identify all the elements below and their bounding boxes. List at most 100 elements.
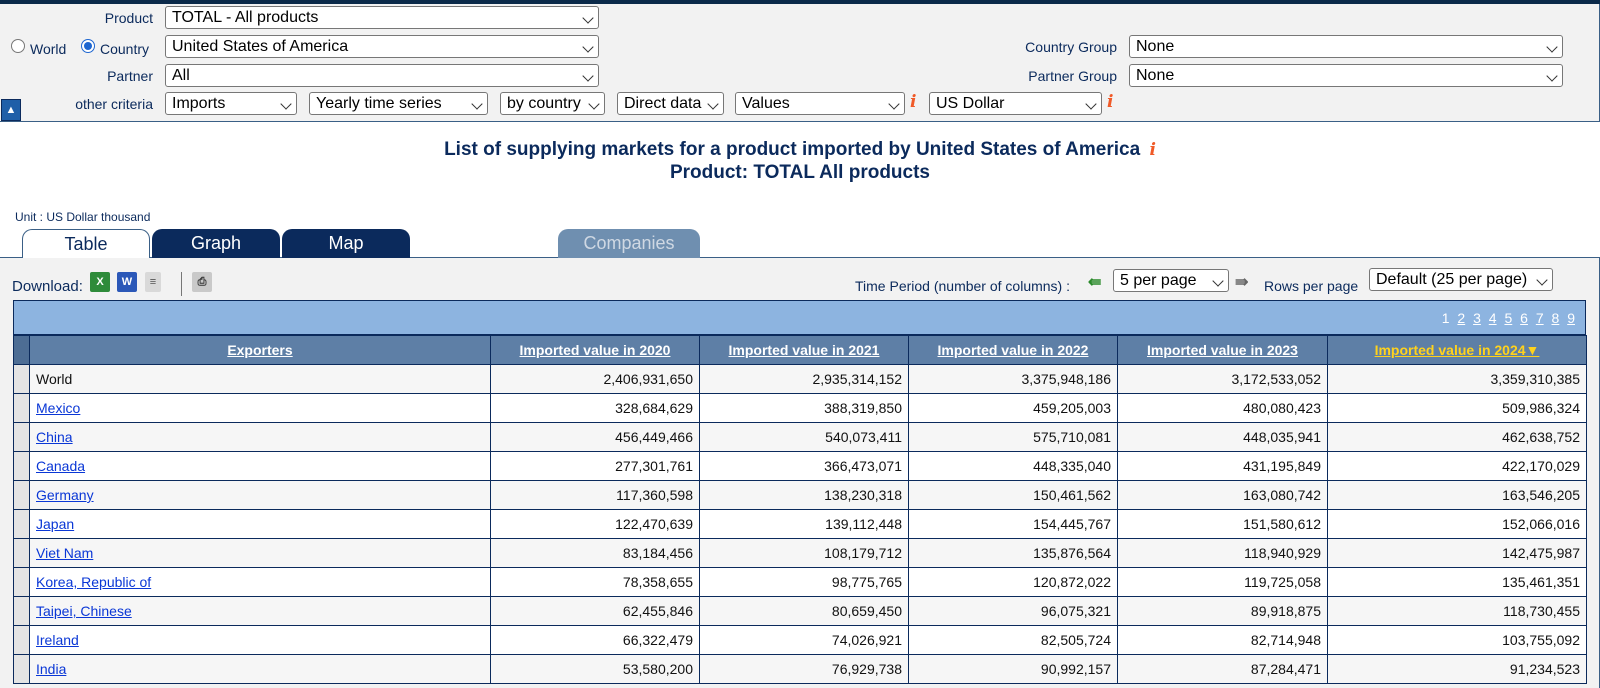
value-cell: 82,505,724 [908,625,1118,655]
flow-select[interactable]: Imports [165,92,297,115]
page-link[interactable]: 6 [1520,310,1528,326]
product-label: Product [104,10,153,26]
exporter-cell: Korea, Republic of [29,567,491,597]
chevron-down-icon [707,98,719,110]
exporter-link[interactable]: Japan [36,516,75,532]
header-2020[interactable]: Imported value in 2020 [490,335,700,365]
product-select[interactable]: TOTAL - All products [165,6,599,29]
exporter-link[interactable]: Canada [36,458,86,474]
info-icon[interactable]: i [1107,92,1114,112]
row-stub [13,567,30,597]
exporter-link[interactable]: Korea, Republic of [36,574,152,590]
chevron-down-icon [1085,98,1097,110]
partner-group-value: None [1136,67,1175,84]
header-2022[interactable]: Imported value in 2022 [908,335,1118,365]
exporter-cell: India [29,654,491,684]
page-title-text: List of supplying markets for a product … [444,139,1141,160]
rows-per-page-value: Default (25 per page) [1376,271,1528,288]
page-link[interactable]: 5 [1504,310,1513,326]
value-cell: 87,284,471 [1117,654,1328,684]
text-file-icon[interactable]: ≡ [145,272,161,292]
page-link[interactable]: 7 [1535,310,1544,326]
header-2024[interactable]: Imported value in 2024▼ [1327,335,1587,365]
table-row: Ireland 66,322,479 74,026,921 82,505,724 82,… [13,625,1587,655]
sort-desc-icon: ▼ [1525,342,1540,358]
row-stub [13,393,30,423]
chevron-down-icon [582,12,594,24]
exporter-cell: China [29,422,491,452]
world-radio[interactable] [11,39,25,53]
exporter-link[interactable]: Taipei, Chinese [36,603,132,619]
table-row: China 456,449,466 540,073,411 575,710,081 44… [13,422,1587,452]
arrow-right-icon[interactable]: ⇛ [1235,274,1249,291]
value-cell: 163,546,205 [1327,480,1587,510]
page-link[interactable]: 4 [1488,310,1497,326]
value-cell: 509,986,324 [1327,393,1587,423]
partner-select[interactable]: All [165,64,599,87]
direct-data-select[interactable]: Direct data [617,92,724,115]
value-cell: 91,234,523 [1327,654,1587,684]
exporter-link[interactable]: Mexico [36,400,81,416]
exporter-link[interactable]: Germany [36,487,94,503]
values-select[interactable]: Values [735,92,905,115]
unit-label: Unit : US Dollar thousand [15,210,151,224]
row-stub [13,451,30,481]
page-link[interactable]: 9 [1567,310,1575,326]
chevron-down-icon [1212,275,1224,287]
value-cell: 103,755,092 [1327,625,1587,655]
value-cell: 119,725,058 [1117,567,1328,597]
criteria-panel: Product TOTAL - All products World Count… [0,4,1600,122]
page-link[interactable]: 2 [1457,310,1466,326]
value-cell: 62,455,846 [490,596,700,626]
value-cell: 76,929,738 [699,654,909,684]
tab-graph[interactable]: Graph [152,229,280,258]
tab-map[interactable]: Map [282,229,410,258]
header-exporters[interactable]: Exporters [29,335,491,365]
row-stub [13,364,30,394]
row-stub [13,538,30,568]
value-cell: 431,195,849 [1117,451,1328,481]
exporter-link[interactable]: India [36,661,67,677]
row-stub [13,480,30,510]
series-select[interactable]: Yearly time series [309,92,488,115]
arrow-left-icon[interactable]: ⇚ [1088,274,1102,291]
value-cell: 118,730,455 [1327,596,1587,626]
exporter-link[interactable]: Ireland [36,632,79,648]
info-icon[interactable]: i [910,92,917,112]
value-cell: 152,066,016 [1327,509,1587,539]
info-icon[interactable]: i [1149,140,1156,160]
collapse-up-icon[interactable]: ▲ [1,99,21,121]
exporter-cell: Germany [29,480,491,510]
word-icon[interactable]: W [117,272,137,292]
other-criteria-label: other criteria [75,96,153,112]
exporter-link[interactable]: Viet Nam [36,545,94,561]
currency-select[interactable]: US Dollar [929,92,1102,115]
country-select[interactable]: United States of America [165,35,599,58]
page-link[interactable]: 3 [1473,310,1481,326]
value-cell: 575,710,081 [908,422,1118,452]
table-row: Japan 122,470,639 139,112,448 154,445,767 15… [13,509,1587,539]
tab-table[interactable]: Table [22,229,150,258]
country-radio[interactable] [81,39,95,53]
partner-group-select[interactable]: None [1129,64,1563,87]
per-page-select[interactable]: 5 per page [1113,269,1229,292]
by-country-select[interactable]: by country [500,92,605,115]
data-table: Exporters Imported value in 2020 Importe… [13,335,1587,684]
values-value: Values [742,95,790,112]
exporter-link[interactable]: China [36,429,73,445]
value-cell: 154,445,767 [908,509,1118,539]
excel-icon[interactable]: X [90,272,110,292]
product-subtitle: Product: TOTAL All products [669,162,931,183]
header-2021[interactable]: Imported value in 2021 [699,335,909,365]
value-cell: 118,940,929 [1117,538,1328,568]
header-2023[interactable]: Imported value in 2023 [1117,335,1328,365]
value-cell: 540,073,411 [699,422,909,452]
chevron-down-icon [1546,70,1558,82]
header-stub [13,335,30,365]
tab-companies[interactable]: Companies [558,229,700,258]
country-group-select[interactable]: None [1129,35,1563,58]
page-link[interactable]: 8 [1551,310,1560,326]
by-country-value: by country [507,95,581,112]
printer-icon[interactable]: ⎙ [192,272,212,292]
rows-per-page-select[interactable]: Default (25 per page) [1369,268,1553,291]
